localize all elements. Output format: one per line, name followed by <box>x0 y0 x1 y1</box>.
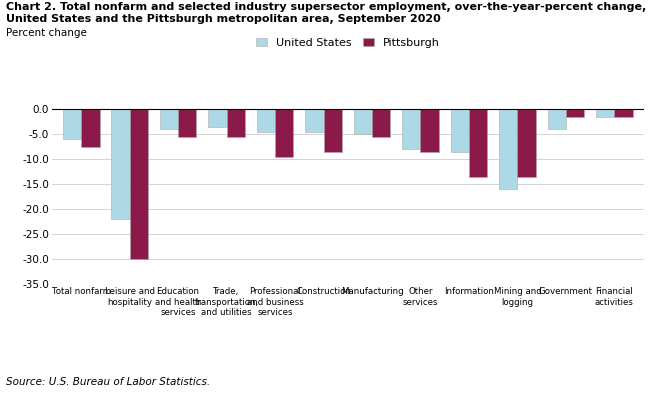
Bar <box>62 109 81 139</box>
Bar <box>227 109 245 137</box>
Text: Percent change: Percent change <box>6 28 87 38</box>
Text: United States and the Pittsburgh metropolitan area, September 2020: United States and the Pittsburgh metropo… <box>6 14 441 24</box>
Bar <box>469 109 488 177</box>
Bar <box>111 109 129 219</box>
Bar <box>547 109 566 129</box>
Bar <box>614 109 633 117</box>
Bar <box>354 109 372 134</box>
Bar <box>372 109 391 137</box>
Bar <box>450 109 469 152</box>
Bar <box>566 109 584 117</box>
Bar <box>517 109 536 177</box>
Bar <box>160 109 178 129</box>
Bar <box>81 109 99 147</box>
Bar <box>208 109 227 127</box>
Text: Chart 2. Total nonfarm and selected industry supersector employment, over-the-ye: Chart 2. Total nonfarm and selected indu… <box>6 2 647 12</box>
Text: Source: U.S. Bureau of Labor Statistics.: Source: U.S. Bureau of Labor Statistics. <box>6 377 211 387</box>
Bar <box>324 109 342 152</box>
Bar <box>305 109 324 132</box>
Bar <box>178 109 196 137</box>
Bar <box>257 109 275 132</box>
Bar <box>129 109 148 260</box>
Bar <box>402 109 421 149</box>
Bar <box>275 109 293 157</box>
Legend: United States, Pittsburgh: United States, Pittsburgh <box>256 38 439 48</box>
Bar <box>421 109 439 152</box>
Bar <box>499 109 517 189</box>
Bar <box>596 109 614 117</box>
